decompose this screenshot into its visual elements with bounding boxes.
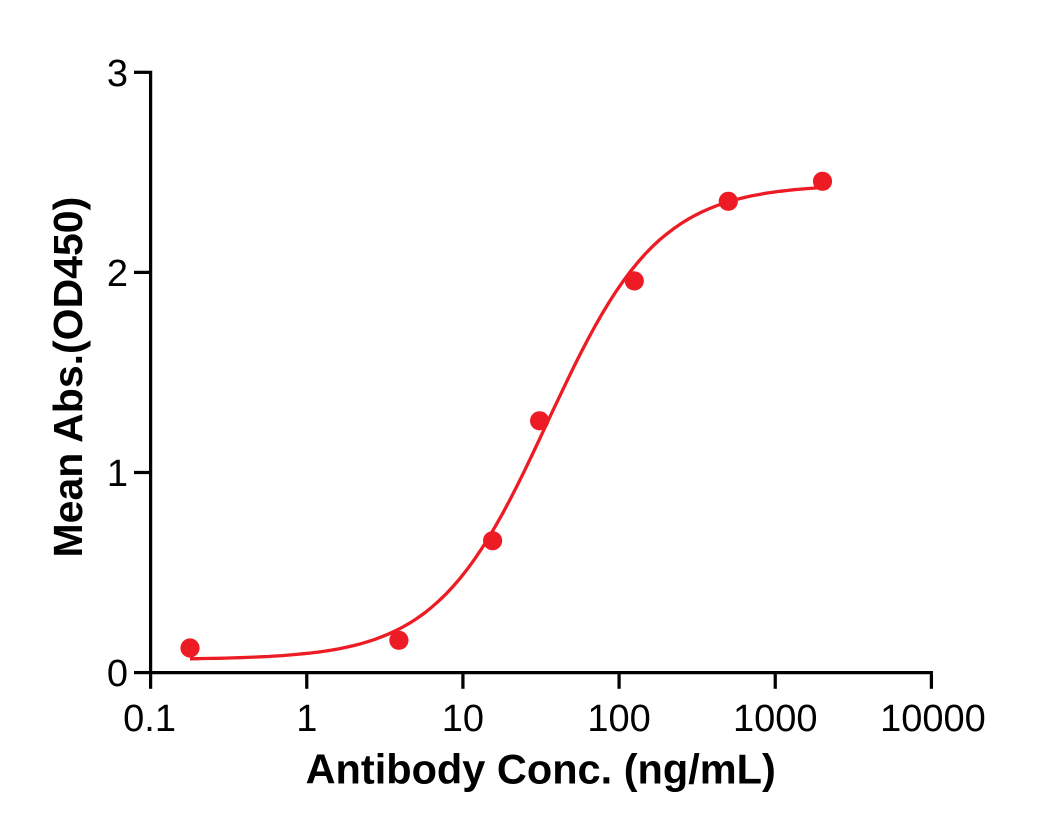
svg-text:10000: 10000 [880,698,986,740]
svg-text:3: 3 [107,53,128,95]
svg-text:0: 0 [107,653,128,695]
svg-text:0.1: 0.1 [123,698,176,740]
svg-text:10: 10 [442,698,484,740]
svg-text:100: 100 [587,698,650,740]
svg-text:Mean Abs.(OD450): Mean Abs.(OD450) [45,197,91,558]
svg-text:2: 2 [107,253,128,295]
svg-text:1000: 1000 [733,698,818,740]
svg-text:1: 1 [107,453,128,495]
svg-text:1: 1 [296,698,317,740]
svg-text:Antibody Conc. (ng/mL): Antibody Conc. (ng/mL) [306,746,776,793]
